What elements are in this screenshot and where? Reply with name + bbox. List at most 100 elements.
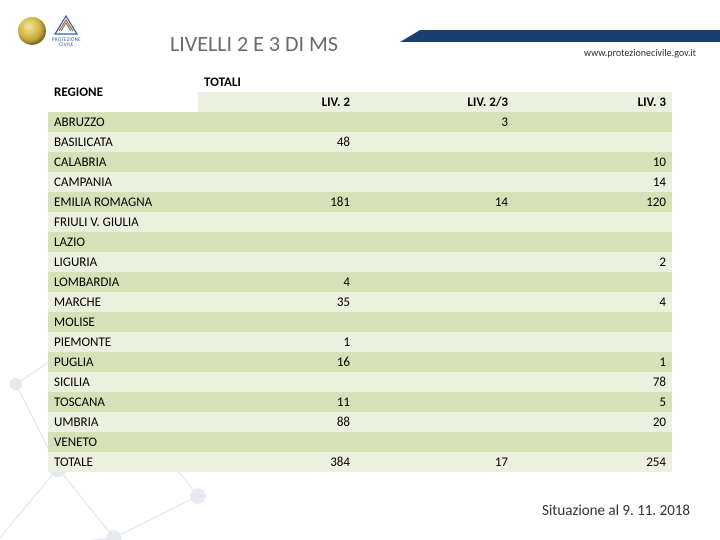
cell-liv23 [356, 312, 514, 332]
th-blank2 [514, 72, 672, 92]
cell-regione: VENETO [48, 432, 198, 452]
table-row: LIGURIA 2 [48, 252, 672, 272]
cell-regione: LAZIO [48, 232, 198, 252]
cell-liv2: 4 [198, 272, 356, 292]
cell-liv3 [514, 112, 672, 132]
cell-liv3 [514, 212, 672, 232]
cell-liv3: 254 [514, 452, 672, 472]
th-blank1 [356, 72, 514, 92]
th-regione: REGIONE [48, 72, 198, 112]
ms-levels-table: REGIONE TOTALI LIV. 2 LIV. 2/3 LIV. 3 AB… [48, 72, 672, 472]
cell-liv2: 35 [198, 292, 356, 312]
table-row: PUGLIA161 [48, 352, 672, 372]
cell-regione: EMILIA ROMAGNA [48, 192, 198, 212]
cell-regione: ABRUZZO [48, 112, 198, 132]
cell-liv2 [198, 152, 356, 172]
table-row: VENETO [48, 432, 672, 452]
cell-liv2 [198, 212, 356, 232]
table-row: MOLISE [48, 312, 672, 332]
cell-liv23 [356, 352, 514, 372]
cell-liv23 [356, 392, 514, 412]
cell-liv3 [514, 232, 672, 252]
italy-emblem-icon [18, 17, 46, 45]
table-row: LAZIO [48, 232, 672, 252]
cell-liv23 [356, 372, 514, 392]
logo-text-2: CIVILE [59, 42, 73, 48]
table-row: FRIULI V. GIULIA [48, 212, 672, 232]
cell-liv2: 384 [198, 452, 356, 472]
cell-regione: LIGURIA [48, 252, 198, 272]
cell-liv23 [356, 292, 514, 312]
protezione-civile-logo: PROTEZIONECIVILE [52, 14, 81, 48]
cell-liv3 [514, 272, 672, 292]
cell-liv3: 14 [514, 172, 672, 192]
cell-liv3: 10 [514, 152, 672, 172]
cell-liv23 [356, 252, 514, 272]
cell-liv3: 120 [514, 192, 672, 212]
cell-liv23 [356, 212, 514, 232]
cell-liv23 [356, 232, 514, 252]
cell-liv2 [198, 372, 356, 392]
cell-liv2: 88 [198, 412, 356, 432]
table-row: UMBRIA8820 [48, 412, 672, 432]
table-row: PIEMONTE1 [48, 332, 672, 352]
data-table-container: REGIONE TOTALI LIV. 2 LIV. 2/3 LIV. 3 AB… [48, 72, 672, 472]
brand-logo-block: PROTEZIONECIVILE [18, 14, 81, 48]
cell-regione: MARCHE [48, 292, 198, 312]
table-row: EMILIA ROMAGNA18114120 [48, 192, 672, 212]
cell-regione: PUGLIA [48, 352, 198, 372]
cell-liv23 [356, 152, 514, 172]
cell-liv23: 17 [356, 452, 514, 472]
footer-date-note: Situazione al 9. 11. 2018 [542, 502, 690, 520]
cell-liv23 [356, 132, 514, 152]
cell-liv3: 5 [514, 392, 672, 412]
table-row: MARCHE35 4 [48, 292, 672, 312]
cell-regione: TOSCANA [48, 392, 198, 412]
cell-regione: FRIULI V. GIULIA [48, 212, 198, 232]
cell-liv23: 14 [356, 192, 514, 212]
cell-regione: MOLISE [48, 312, 198, 332]
th-liv2: LIV. 2 [198, 92, 356, 112]
cell-regione: TOTALE [48, 452, 198, 472]
cell-regione: CALABRIA [48, 152, 198, 172]
th-liv3: LIV. 3 [514, 92, 672, 112]
table-row: TOTALE38417254 [48, 452, 672, 472]
table-row: LOMBARDIA4 [48, 272, 672, 292]
cell-liv3: 4 [514, 292, 672, 312]
cell-liv2: 11 [198, 392, 356, 412]
cell-liv2: 48 [198, 132, 356, 152]
cell-liv2 [198, 432, 356, 452]
cell-liv23: 3 [356, 112, 514, 132]
cell-liv2 [198, 252, 356, 272]
cell-liv3: 20 [514, 412, 672, 432]
cell-liv23 [356, 272, 514, 292]
cell-liv3 [514, 432, 672, 452]
cell-liv3: 2 [514, 252, 672, 272]
th-liv23: LIV. 2/3 [356, 92, 514, 112]
table-row: CALABRIA 10 [48, 152, 672, 172]
cell-liv2 [198, 232, 356, 252]
cell-liv23 [356, 332, 514, 352]
cell-regione: LOMBARDIA [48, 272, 198, 292]
table-row: BASILICATA48 [48, 132, 672, 152]
slide-title: LIVELLI 2 E 3 DI MS [170, 30, 338, 57]
table-row: CAMPANIA 14 [48, 172, 672, 192]
cell-liv23 [356, 432, 514, 452]
cell-regione: PIEMONTE [48, 332, 198, 352]
cell-regione: CAMPANIA [48, 172, 198, 192]
cell-liv23 [356, 412, 514, 432]
cell-regione: SICILIA [48, 372, 198, 392]
cell-liv2 [198, 112, 356, 132]
table-row: ABRUZZO 3 [48, 112, 672, 132]
cell-liv2 [198, 172, 356, 192]
cell-liv2 [198, 312, 356, 332]
cell-regione: BASILICATA [48, 132, 198, 152]
cell-liv2: 181 [198, 192, 356, 212]
cell-liv2: 1 [198, 332, 356, 352]
table-row: SICILIA 78 [48, 372, 672, 392]
cell-liv3 [514, 312, 672, 332]
cell-liv3 [514, 132, 672, 152]
table-row: TOSCANA11 5 [48, 392, 672, 412]
cell-liv3: 78 [514, 372, 672, 392]
cell-liv23 [356, 172, 514, 192]
